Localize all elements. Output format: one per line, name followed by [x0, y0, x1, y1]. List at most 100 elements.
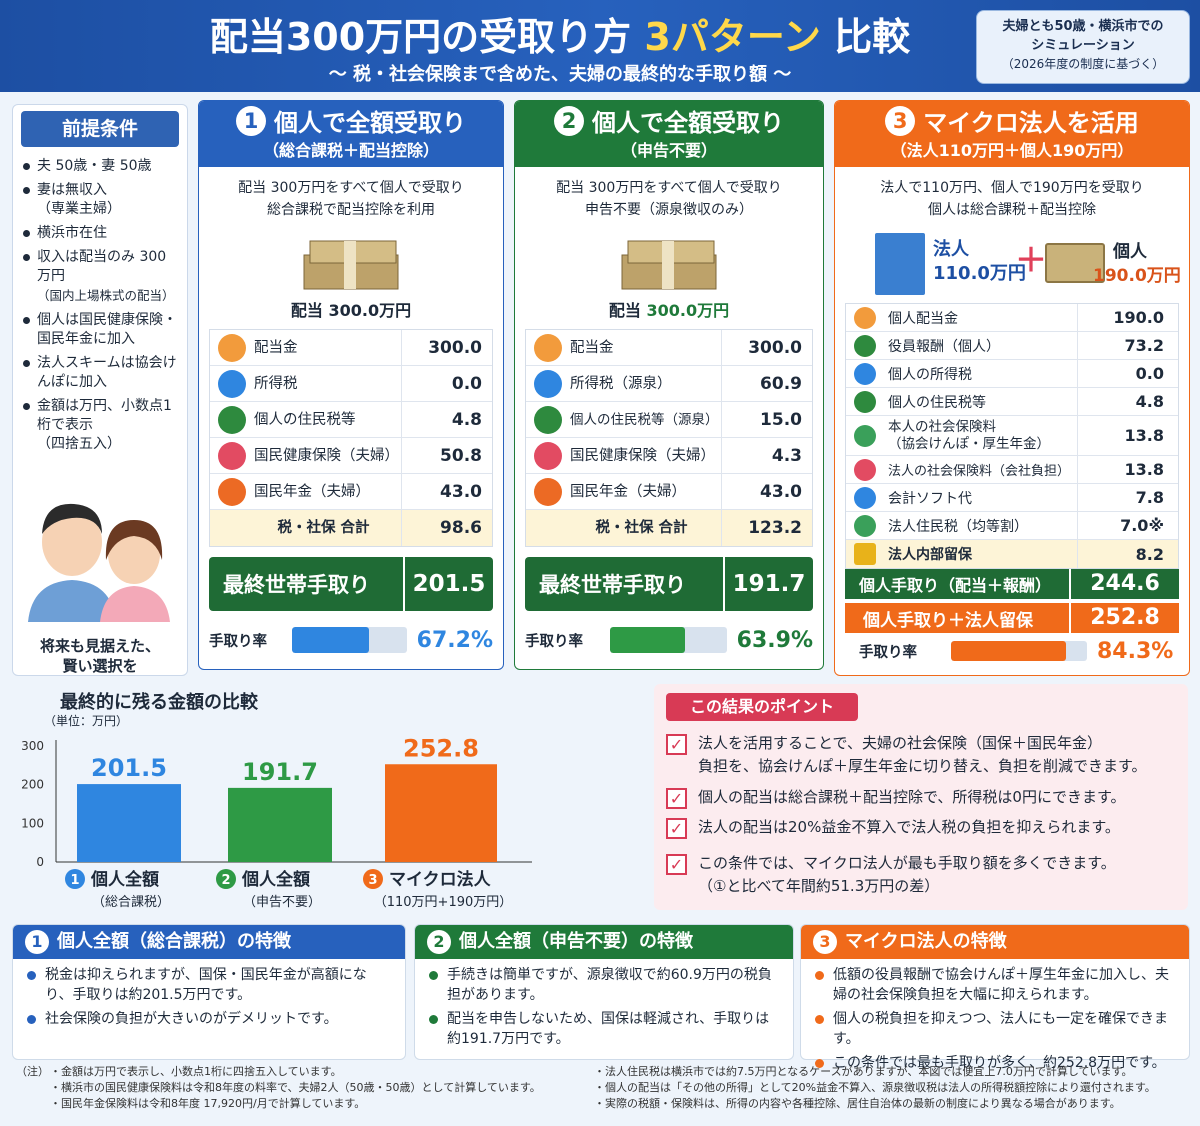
x-category-sublabel: （110万円+190万円）	[374, 895, 513, 910]
comparison-bar-chart: 0 100 200 300 201.5 1 個人全額 （総合課税） 191.7 2 個人全額 （申告不…	[21, 734, 532, 910]
table-row: 個人の住民税等 4.8	[210, 402, 492, 438]
table-row: 国民健康保険（夫婦） 4.3	[526, 438, 812, 474]
x-category-sublabel: （総合課税）	[92, 894, 170, 910]
health-cross-icon	[534, 441, 562, 470]
pattern-2-panel: 2 個人で全額受取り （申告不要） 配当 300万円をすべて個人で受取り 申告不要（…	[514, 100, 824, 670]
pattern-3-description: 法人で110万円、個人で190万円を受取り 個人は総合課税＋配当控除	[880, 180, 1144, 218]
assumption-item: 横浜市在住	[23, 224, 177, 243]
bar	[385, 764, 497, 862]
software-icon	[854, 486, 876, 509]
cash-stack-icon	[296, 233, 406, 293]
checkbox-icon: ✓	[666, 788, 687, 809]
table-row: 国民年金（夫婦） 43.0	[526, 474, 812, 510]
pattern-3-final-1: 個人手取り（配当＋報酬） 244.6	[845, 569, 1179, 599]
pattern-2-final-takehome: 最終世帯手取り 191.7	[525, 557, 813, 611]
category-number: 2	[221, 873, 230, 888]
cash-stack-icon	[614, 233, 724, 293]
bar-value-label: 191.7	[242, 758, 318, 786]
y-tick-label: 100	[21, 816, 44, 830]
page-title: 配当300万円の受取り方 3パターン 比較	[209, 15, 911, 59]
pattern-2-table: 配当金 300.0 所得税（源泉） 60.9 個人の住民税等（源泉） 15.0 国民健…	[525, 329, 813, 547]
building-icon	[218, 405, 246, 434]
key-point-item: ✓ この条件では、マイクロ法人が最も手取り額を多くできます。 （①と比べて年間約51…	[666, 852, 1186, 898]
corp-label: 法人	[933, 239, 969, 260]
assumption-item: 法人スキームは協会けんぽに加入	[23, 354, 177, 392]
checkbox-icon: ✓	[666, 734, 687, 755]
feature-card-1: 1 個人全額（総合課税）の特徴 税金は抑えられますが、国保・国民年金が高額になり、…	[12, 924, 406, 1060]
feature-item: 個人の税負担を抑えつつ、法人にも一定を確保できます。	[815, 1009, 1177, 1049]
sidebar-slogan: 将来も見据えた、 賢い選択を	[39, 637, 160, 675]
key-points-panel	[654, 684, 1188, 910]
footnotes-left: ・金額は万円で表示し、小数点1桁に四捨五入しています。 ・横浜市の国民健康保険料は…	[50, 1065, 541, 1110]
plus-sign: ＋	[1015, 241, 1048, 279]
pattern-3-final-2: 個人手取り＋法人留保 252.8	[845, 603, 1179, 633]
building-icon	[534, 405, 562, 434]
assumption-item: 収入は配当のみ 300万円 （国内上場株式の配当）	[23, 248, 177, 306]
chart-title: 最終的に残る金額の比較	[60, 692, 258, 713]
pattern-1-header: 1 個人で全額受取り （総合課税＋配当控除）	[199, 101, 503, 167]
x-category-label: 個人全額	[241, 869, 310, 890]
checkbox-icon: ✓	[666, 818, 687, 839]
pattern-3-rate: 手取り率 84.3%	[859, 638, 1174, 664]
money-bag-icon	[218, 333, 246, 362]
bar	[77, 784, 181, 862]
table-row: 配当金 300.0	[526, 330, 812, 366]
office-building-icon	[875, 233, 925, 295]
bar-value-label: 252.8	[403, 734, 479, 762]
simulation-note: 夫婦とも50歳・横浜市での シミュレーション （2026年度の制度に基づく）	[976, 10, 1190, 84]
pattern-2-dividend: 配当 300.0万円	[608, 301, 730, 320]
assumption-item: 夫 50歳・妻 50歳	[23, 157, 177, 176]
assumptions-title: 前提条件	[21, 111, 179, 147]
feature-item: 配当を申告しないため、国保は軽減され、手取りは約191.7万円です。	[429, 1009, 781, 1049]
category-number: 3	[368, 873, 377, 888]
pattern-1-panel: 1 個人で全額受取り （総合課税＋配当控除） 配当 300万円をすべて個人で受取り…	[198, 100, 504, 670]
key-points-title: この結果のポイント	[666, 693, 858, 721]
couple-illustration	[28, 503, 170, 622]
pattern-1-description: 配当 300万円をすべて個人で受取り 総合課税で配当控除を利用	[238, 180, 464, 218]
feature-card-1-header: 1 個人全額（総合課税）の特徴	[13, 925, 405, 959]
category-number-badge	[65, 869, 85, 889]
pattern-1-final-takehome: 最終世帯手取り 201.5	[209, 557, 493, 611]
pattern-1-dividend: 配当 300.0万円	[290, 301, 412, 320]
table-row: 法人住民税（均等割） 7.0※	[846, 512, 1178, 540]
feature-card-2: 2 個人全額（申告不要）の特徴 手続きは簡単ですが、源泉徴収で約60.9万円の税負…	[414, 924, 794, 1060]
chart-unit: （単位：万円）	[44, 714, 129, 728]
total-row: 税・社保 合計 98.6	[210, 510, 492, 546]
category-number: 1	[70, 873, 79, 888]
bar	[228, 787, 332, 862]
tax-icon	[218, 369, 246, 398]
table-row: 個人の住民税等（源泉） 15.0	[526, 402, 812, 438]
y-tick-label: 300	[21, 739, 44, 753]
table-row: 法人内部留保 8.2	[846, 540, 1178, 568]
pattern-2-header: 2 個人で全額受取り （申告不要）	[515, 101, 823, 167]
company-insurance-icon	[854, 458, 876, 481]
pattern-2-description: 配当 300万円をすべて個人で受取り 申告不要（源泉徴収のみ）	[556, 180, 782, 218]
feature-item: 手続きは簡単ですが、源泉徴収で約60.9万円の税負担があります。	[429, 965, 781, 1005]
total-row: 税・社保 合計 123.2	[526, 510, 812, 546]
money-bag-icon	[534, 333, 562, 362]
key-point-item: ✓ 法人の配当は20%益金不算入で法人税の負担を抑えられます。	[666, 816, 1186, 839]
table-row: 所得税 0.0	[210, 366, 492, 402]
table-row: 個人配当金 190.0	[846, 304, 1178, 332]
footnotes-right: ・法人住民税は横浜市では約7.5万円となるケースがありますが、本図では便宜上7.…	[594, 1065, 1156, 1110]
building-icon	[854, 390, 876, 413]
key-point-item: ✓ 法人を活用することで、夫婦の社会保険（国保＋国民年金） 負担を、協会けんぽ＋厚生…	[666, 732, 1186, 778]
category-number-badge	[216, 869, 236, 889]
pattern-3-table: 個人配当金 190.0 役員報酬（個人） 73.2 個人の所得税 0.0 個人の住民税…	[845, 303, 1179, 569]
pattern-1-rate: 手取り率 67.2%	[209, 627, 493, 653]
pattern-2-rate: 手取り率 63.9%	[525, 627, 813, 653]
cash-stack-icon	[1045, 243, 1105, 283]
assumption-item: 妻は無収入 （専業主婦）	[23, 181, 177, 219]
table-row: 個人の所得税 0.0	[846, 360, 1178, 388]
split-illustration: 法人 110.0万円 ＋ 個人 190.0万円	[835, 225, 1189, 297]
checkbox-icon: ✓	[666, 854, 687, 875]
feature-item: この条件では最も手取りが多く、約252.8万円です。	[815, 1053, 1177, 1073]
assumption-item: 個人は国民健康保険・国民年金に加入	[23, 311, 177, 349]
pattern-1-table: 配当金 300.0 所得税 0.0 個人の住民税等 4.8 国民健康保険（夫婦） 50.…	[209, 329, 493, 547]
salary-icon	[854, 334, 876, 357]
table-row: 役員報酬（個人） 73.2	[846, 332, 1178, 360]
table-row: 所得税（源泉） 60.9	[526, 366, 812, 402]
page-subtitle: ～ 税・社会保険まで含めた、夫婦の最終的な手取り額 ～	[328, 64, 792, 85]
table-row: 法人の社会保険料（会社負担） 13.8	[846, 456, 1178, 484]
y-tick-label: 0	[36, 855, 44, 869]
